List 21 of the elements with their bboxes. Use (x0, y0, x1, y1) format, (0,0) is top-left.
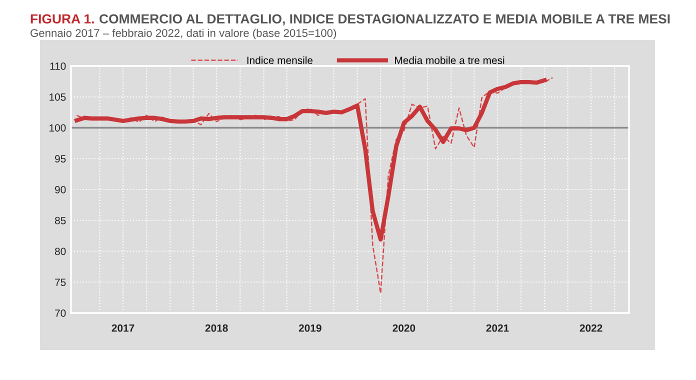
y-tick-label: 75 (55, 278, 66, 286)
x-tick-label: 2017 (112, 324, 134, 332)
x-tick-label: 2020 (392, 324, 416, 332)
line-series (74, 78, 547, 242)
x-tick-label: 2021 (486, 324, 509, 332)
y-tick-label: 100 (50, 124, 66, 132)
text: FIGURA 1. (30, 14, 94, 24)
x-tick-label: 2019 (298, 324, 322, 332)
y-tick-label: 85 (55, 216, 66, 224)
x-tick-label: 2022 (580, 324, 602, 332)
y-tick-label: 95 (55, 155, 66, 162)
y-tick-label: 80 (55, 248, 66, 256)
y-tick-label: 70 (55, 310, 66, 317)
x-tick-label: 2018 (205, 324, 228, 332)
legend-label: Indice mensile (247, 56, 313, 64)
legend-label: Media mobile a tre mesi (395, 56, 504, 64)
y-tick-label: 90 (55, 186, 66, 194)
chart-subtitle: Gennaio 2017 – febbraio 2022, dati in valore (base 2015=100) (30, 28, 336, 40)
chart-title: COMMERCIO AL DETTAGLIO, INDICE DESTAGIONALIZZATO E MEDIA MOBILE A TRE MESI (100, 14, 670, 26)
y-tick-label: 110 (50, 62, 66, 70)
y-tick-label: 105 (50, 93, 66, 101)
